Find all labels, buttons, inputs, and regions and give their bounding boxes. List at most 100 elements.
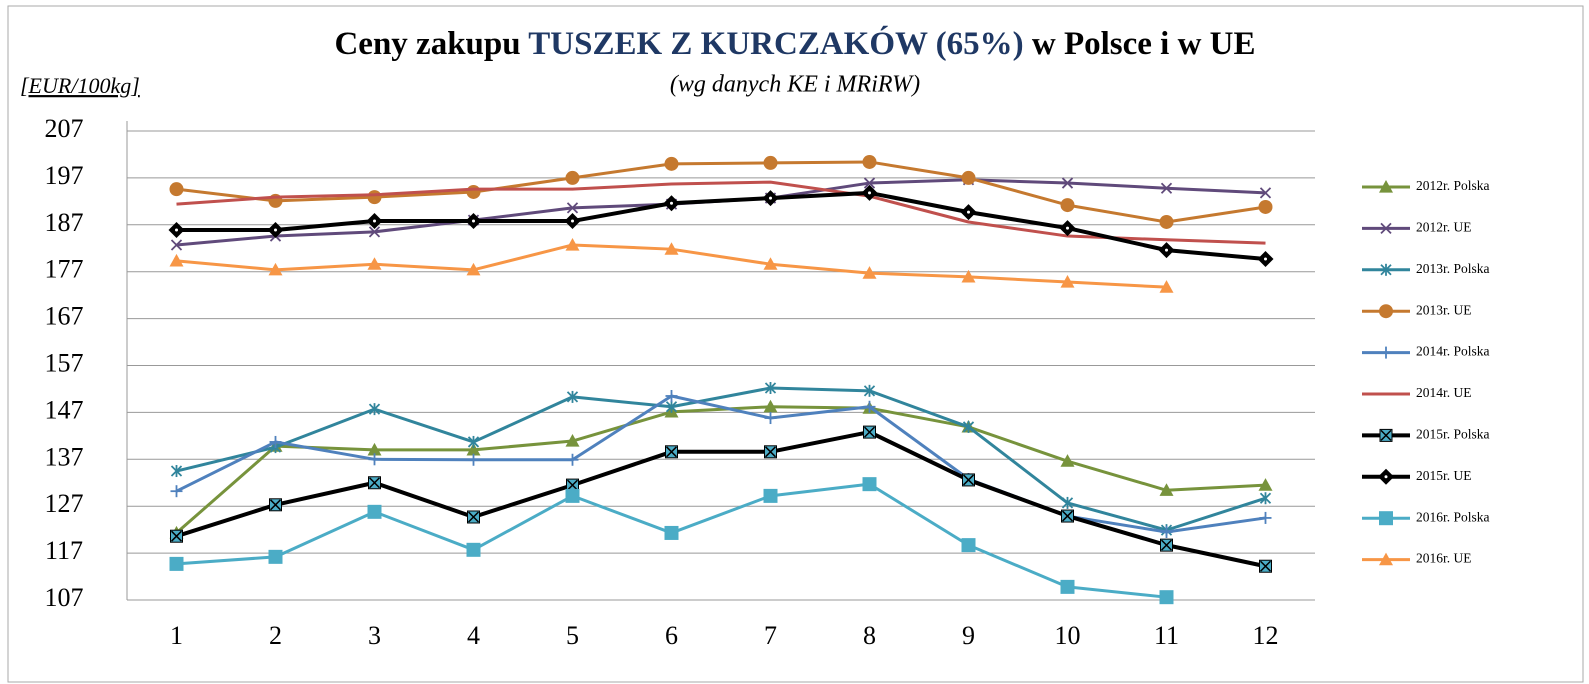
marker-shape bbox=[1159, 590, 1174, 605]
marker-shape bbox=[565, 488, 580, 503]
title-part: w Polsce i w UE bbox=[1032, 26, 1256, 62]
marker-shape bbox=[763, 399, 778, 413]
marker bbox=[565, 434, 580, 447]
chart-frame bbox=[7, 5, 1584, 683]
marker-shape bbox=[268, 549, 283, 564]
marker-stroke bbox=[467, 511, 480, 523]
series-line bbox=[176, 180, 1266, 245]
marker bbox=[962, 473, 975, 487]
marker-stroke bbox=[1160, 182, 1173, 194]
marker-shape bbox=[1159, 280, 1174, 293]
marker bbox=[168, 221, 185, 238]
marker-stroke bbox=[170, 239, 183, 251]
marker-stroke bbox=[1061, 510, 1074, 522]
marker-shape bbox=[763, 257, 778, 270]
marker-shape bbox=[1379, 180, 1393, 193]
marker bbox=[665, 389, 678, 402]
marker bbox=[1380, 263, 1392, 276]
marker bbox=[763, 399, 778, 413]
marker-stroke bbox=[368, 477, 381, 489]
marker-dot bbox=[1264, 257, 1267, 261]
marker-shape bbox=[1060, 198, 1075, 213]
marker-stroke bbox=[863, 177, 876, 189]
marker-shape bbox=[565, 237, 580, 251]
marker-dot bbox=[1066, 226, 1069, 230]
y-tick-label: 147 bbox=[45, 395, 84, 424]
marker bbox=[863, 400, 876, 413]
legend-label: 2013r. UE bbox=[1416, 302, 1472, 317]
x-tick-label: 8 bbox=[863, 621, 876, 650]
marker-dot bbox=[1165, 248, 1168, 252]
marker bbox=[1060, 579, 1075, 594]
marker bbox=[368, 453, 381, 466]
marker bbox=[961, 269, 976, 283]
marker bbox=[663, 195, 680, 212]
marker bbox=[566, 453, 579, 466]
marker bbox=[1061, 177, 1074, 189]
marker bbox=[1380, 346, 1392, 359]
y-tick-label: 187 bbox=[45, 208, 84, 237]
legend-label: 2014r. UE bbox=[1416, 385, 1472, 400]
marker bbox=[269, 498, 282, 512]
marker bbox=[170, 239, 183, 251]
marker bbox=[1378, 468, 1394, 485]
marker bbox=[1259, 511, 1272, 524]
marker-shape bbox=[862, 266, 877, 279]
marker-shape bbox=[169, 556, 184, 571]
marker-shape bbox=[1060, 275, 1075, 288]
marker-shape bbox=[466, 442, 481, 456]
marker-shape bbox=[763, 155, 778, 170]
legend-label: 2012r. UE bbox=[1416, 219, 1472, 234]
marker-shape bbox=[565, 170, 580, 185]
marker bbox=[1379, 552, 1393, 566]
marker bbox=[1259, 187, 1272, 199]
marker bbox=[565, 488, 580, 503]
marker bbox=[962, 420, 975, 433]
marker bbox=[961, 538, 976, 553]
marker-stroke bbox=[764, 446, 777, 458]
marker-shape bbox=[961, 170, 976, 185]
y-tick-label: 177 bbox=[45, 255, 84, 284]
marker bbox=[764, 412, 777, 425]
marker bbox=[1379, 428, 1393, 442]
marker bbox=[960, 204, 977, 221]
marker bbox=[862, 477, 877, 492]
marker-shape bbox=[367, 190, 382, 205]
y-tick-label: 197 bbox=[45, 161, 84, 190]
marker bbox=[1259, 559, 1272, 573]
marker bbox=[763, 488, 778, 503]
marker bbox=[170, 485, 183, 498]
marker-shape bbox=[664, 156, 679, 171]
marker-stroke bbox=[368, 226, 381, 238]
marker bbox=[1160, 538, 1173, 552]
marker bbox=[664, 525, 679, 540]
marker bbox=[368, 403, 381, 416]
marker bbox=[763, 155, 778, 170]
legend-label: 2015r. UE bbox=[1416, 468, 1472, 483]
marker bbox=[565, 237, 580, 251]
marker bbox=[862, 266, 877, 279]
marker bbox=[764, 382, 777, 395]
marker bbox=[169, 253, 184, 267]
x-tick-label: 12 bbox=[1253, 621, 1279, 650]
marker bbox=[1379, 180, 1393, 193]
marker-shape bbox=[1379, 552, 1393, 566]
marker-shape bbox=[169, 253, 184, 267]
chart-subtitle: (wg danych KE i MRiRW) bbox=[670, 72, 920, 98]
marker bbox=[1159, 483, 1174, 496]
marker-shape bbox=[1159, 214, 1174, 229]
marker bbox=[961, 170, 976, 185]
series-line bbox=[176, 190, 1266, 262]
marker-shape bbox=[367, 504, 382, 519]
marker bbox=[1061, 496, 1074, 509]
marker bbox=[367, 257, 382, 270]
marker bbox=[566, 202, 579, 214]
x-tick-label: 1 bbox=[170, 621, 183, 650]
series-line bbox=[175, 394, 1266, 534]
marker bbox=[665, 400, 678, 413]
marker bbox=[1257, 251, 1274, 268]
x-tick-label: 5 bbox=[566, 621, 579, 650]
marker bbox=[169, 556, 184, 571]
marker bbox=[367, 504, 382, 519]
